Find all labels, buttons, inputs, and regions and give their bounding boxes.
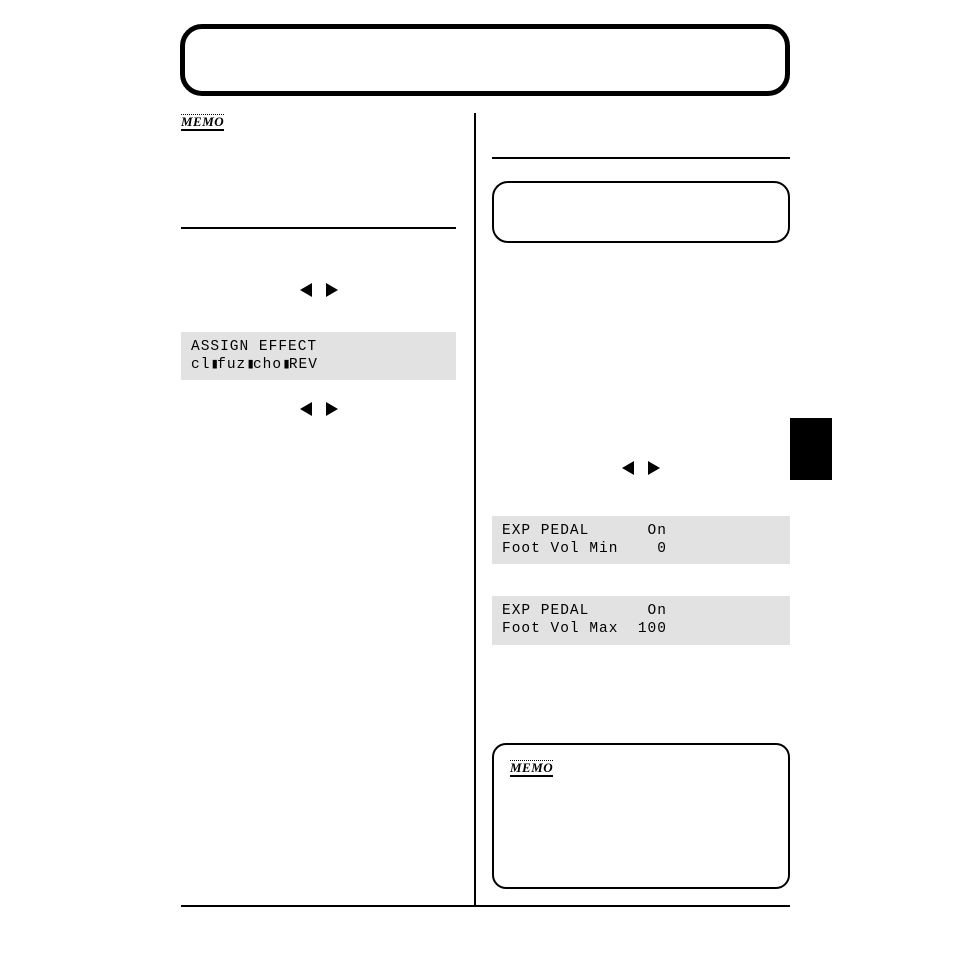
memo-badge: MEMO — [510, 760, 553, 777]
right-column: EXP PEDAL On Foot Vol Min 0 EXP PEDAL On… — [492, 113, 790, 889]
arrow-right-icon — [326, 402, 338, 416]
column-divider — [474, 113, 476, 906]
side-tab — [790, 418, 832, 480]
arrow-left-icon — [300, 402, 312, 416]
lcd-line2-c: cho — [253, 357, 282, 373]
arrow-right-icon — [648, 461, 660, 475]
lcd-line2-d: REV — [289, 357, 318, 373]
footer-rule — [181, 905, 790, 907]
lcd-assign-effect: ASSIGN EFFECT cl▮fuz▮cho▮REV — [181, 332, 456, 380]
memo-frame: MEMO — [492, 743, 790, 889]
lcd-line1: ASSIGN EFFECT — [191, 339, 317, 355]
arrow-left-icon — [300, 283, 312, 297]
lcd-foot-vol-max: EXP PEDAL On Foot Vol Max 100 — [492, 596, 790, 644]
page: MEMO ASSIGN EFFECT cl▮fuz▮cho▮REV — [0, 0, 954, 954]
lcd-line2-b: fuz — [217, 357, 246, 373]
arrow-pair-left-top — [181, 283, 456, 302]
lcd-min-line2: Foot Vol Min 0 — [502, 541, 667, 557]
lcd-min-line1: EXP PEDAL On — [502, 523, 667, 539]
title-bar — [180, 24, 790, 96]
lcd-max-line2: Foot Vol Max 100 — [502, 621, 667, 637]
lcd-max-line1: EXP PEDAL On — [502, 603, 667, 619]
arrow-pair-left-bottom — [181, 402, 456, 421]
lcd-foot-vol-min: EXP PEDAL On Foot Vol Min 0 — [492, 516, 790, 564]
arrow-right-icon — [326, 283, 338, 297]
memo-badge: MEMO — [181, 114, 224, 131]
lcd-line2-a: cl — [191, 357, 210, 373]
left-column: MEMO ASSIGN EFFECT cl▮fuz▮cho▮REV — [181, 113, 456, 421]
arrow-left-icon — [622, 461, 634, 475]
arrow-pair-right — [492, 461, 790, 480]
callout-box — [492, 181, 790, 243]
